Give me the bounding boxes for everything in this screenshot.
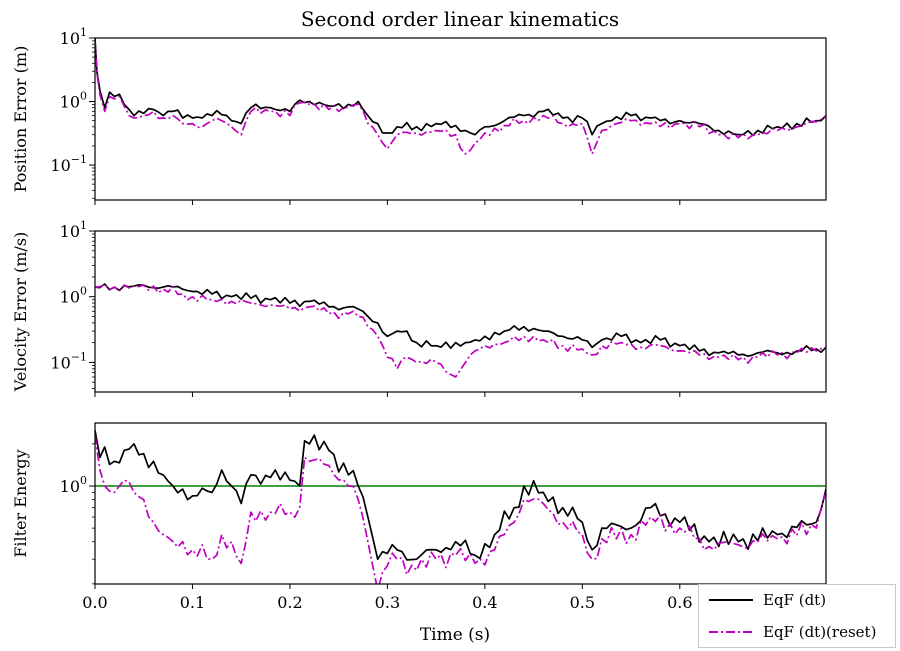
axes-frame: [94, 230, 827, 393]
subplot-1: 101 100 10−1 Position Error (m): [11, 26, 827, 205]
y-axis-label: Velocity Error (m/s): [11, 232, 30, 393]
chart-title: Second order linear kinematics: [301, 7, 619, 31]
y-tick-label: 10−1: [50, 153, 87, 175]
legend-swatch-dashdot: [709, 631, 753, 633]
plot-area: [95, 430, 826, 584]
series-line-eqf-dt-reset: [95, 283, 826, 378]
legend-swatch-solid: [709, 599, 753, 601]
plot-area: [95, 283, 826, 378]
y-tick-label: 100: [60, 285, 87, 307]
y-axis-label: Filter Energy: [11, 449, 30, 557]
x-tick-label: 0.3: [375, 593, 400, 612]
subplot-3: 100 0.0 0.1 0.2 0.3 0.4 0.5 0.6 Filter Energy: [11, 422, 827, 612]
legend-entry-eqf-dt: EqF (dt): [699, 587, 895, 613]
axes-frame: [94, 422, 827, 585]
y-tick-label: 10−1: [50, 350, 87, 372]
x-tick-label: 0.5: [570, 593, 595, 612]
y-tick-label: 100: [60, 474, 87, 496]
x-tick-label: 0.1: [180, 593, 205, 612]
series-line-eqf-dt-reset: [95, 40, 826, 155]
x-axis-label: Time (s): [420, 625, 490, 645]
y-tick-label: 100: [60, 90, 87, 112]
axes-frame: [94, 37, 827, 201]
series-line-eqf-dt-reset: [95, 435, 826, 584]
subplot-2: 101 100 10−1 Velocity Error (m/s): [11, 219, 827, 397]
legend-label: EqF (dt)(reset): [763, 623, 877, 641]
y-tick-label: 101: [60, 219, 87, 241]
x-tick-label: 0.6: [667, 593, 692, 612]
legend: EqF (dt) EqF (dt)(reset): [698, 584, 896, 648]
x-tick-label: 0.0: [82, 593, 107, 612]
series-line-eqf-dt: [95, 283, 826, 358]
legend-entry-eqf-dt-reset: EqF (dt)(reset): [699, 619, 895, 645]
y-tick-label: 101: [60, 26, 87, 48]
legend-label: EqF (dt): [763, 591, 827, 609]
plot-area: [95, 38, 826, 155]
x-tick-label: 0.2: [277, 593, 302, 612]
y-axis-label: Position Error (m): [11, 46, 30, 193]
x-tick-label: 0.4: [472, 593, 497, 612]
series-line-eqf-dt: [95, 38, 826, 137]
series-line-eqf-dt: [95, 430, 826, 561]
